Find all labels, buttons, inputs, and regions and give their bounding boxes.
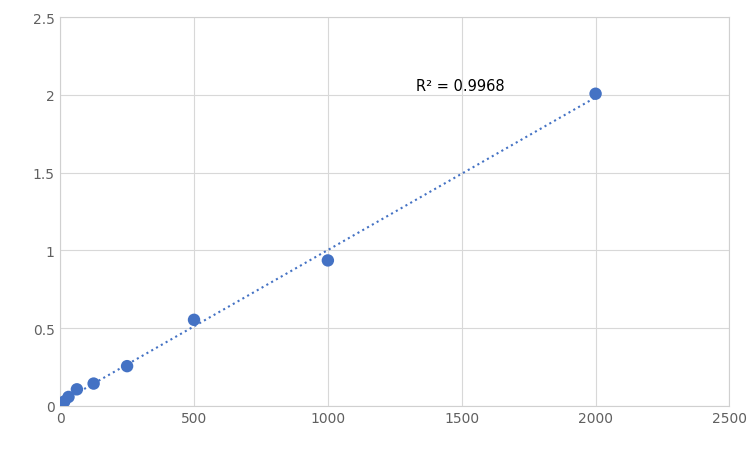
Point	[59, 398, 71, 405]
Point	[87, 380, 99, 387]
Point	[322, 257, 334, 264]
Point	[590, 91, 602, 98]
Text: R² = 0.9968: R² = 0.9968	[416, 79, 505, 94]
Point	[188, 317, 200, 324]
Point	[121, 363, 133, 370]
Point	[62, 393, 74, 400]
Point	[71, 386, 83, 393]
Point	[54, 401, 66, 408]
